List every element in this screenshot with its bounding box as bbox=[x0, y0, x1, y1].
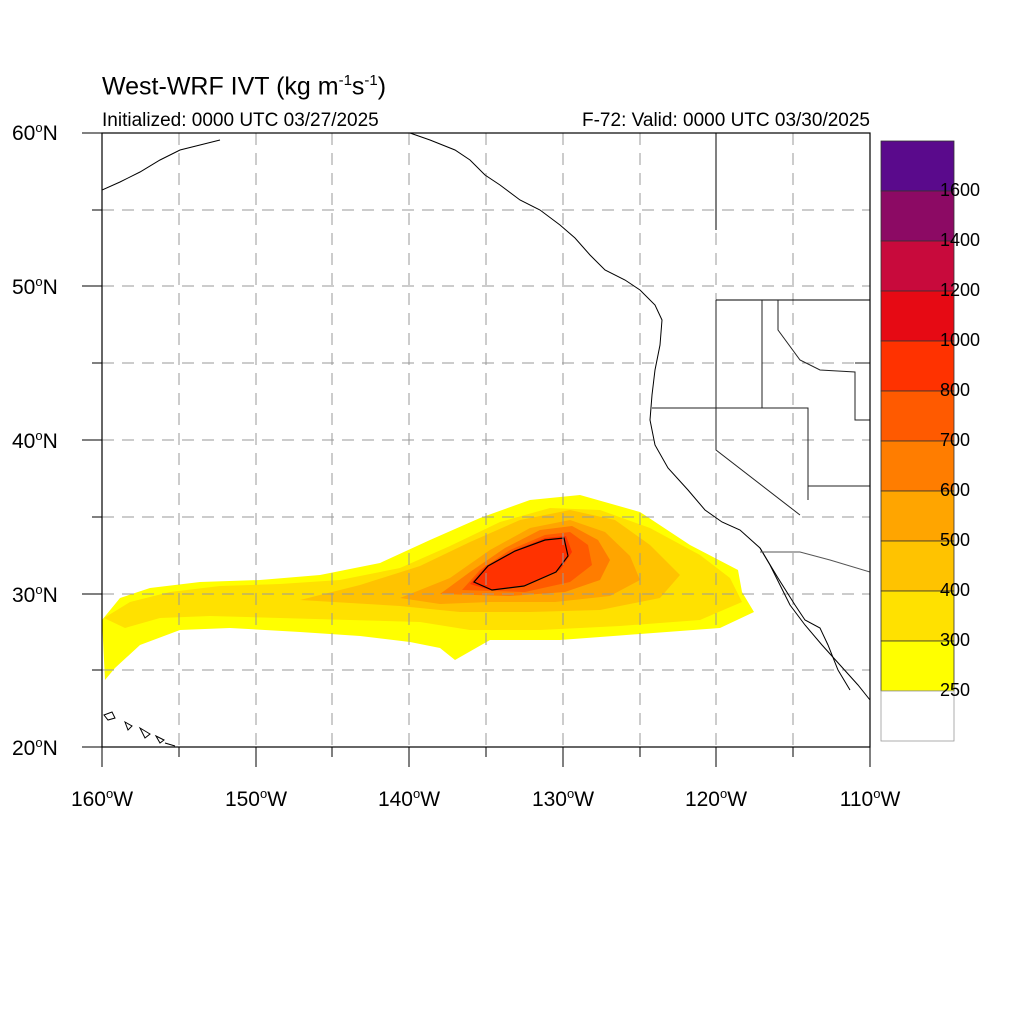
title-text: West-WRF IVT (kg m bbox=[102, 72, 339, 101]
colorbar-box bbox=[880, 440, 955, 492]
title-unit-s: s bbox=[351, 72, 365, 101]
north-america-coast bbox=[409, 133, 870, 701]
colorbar-label-1400: 1400 bbox=[940, 230, 981, 250]
title-close: ) bbox=[377, 72, 387, 101]
colorbar-box bbox=[880, 240, 955, 292]
coastlines bbox=[102, 133, 870, 747]
colorbar-box bbox=[880, 590, 955, 642]
canada-us-border bbox=[715, 133, 870, 301]
state-borders bbox=[652, 300, 870, 516]
lon-label-110: 110oW bbox=[839, 786, 901, 811]
colorbar-label-400: 400 bbox=[940, 580, 971, 600]
us-mexico-border bbox=[760, 551, 870, 573]
title-exponent-2: -1 bbox=[364, 72, 378, 89]
baja-coast bbox=[759, 547, 851, 691]
colorbar-label-1000: 1000 bbox=[940, 330, 981, 350]
colorbar-box bbox=[880, 290, 955, 342]
hawaii-islands bbox=[103, 711, 176, 747]
colorbar-label-700: 700 bbox=[940, 430, 971, 450]
lon-label-120: 120oW bbox=[684, 786, 748, 811]
colorbar-label-600: 600 bbox=[940, 480, 971, 500]
colorbar-label-1200: 1200 bbox=[940, 280, 981, 300]
init-time-label: Initialized: 0000 UTC 03/27/2025 bbox=[102, 110, 379, 131]
ivt-band-800 bbox=[470, 536, 572, 590]
axis-ticks bbox=[82, 132, 871, 767]
lon-label-160: 160oW bbox=[70, 786, 134, 811]
lat-label-20: 20oN bbox=[12, 735, 58, 760]
colorbar-label-500: 500 bbox=[940, 530, 971, 550]
ivt-contour-1000 bbox=[473, 537, 569, 591]
gridlines bbox=[102, 133, 870, 747]
lat-label-50: 50oN bbox=[12, 274, 58, 299]
valid-time-label: F-72: Valid: 0000 UTC 03/30/2025 bbox=[582, 110, 870, 131]
colorbar-box bbox=[880, 190, 955, 242]
colorbar-box bbox=[880, 640, 955, 692]
colorbar-box bbox=[880, 690, 955, 742]
colorbar-label-300: 300 bbox=[940, 630, 971, 650]
colorbar-label-800: 800 bbox=[940, 380, 971, 400]
title-exponent-1: -1 bbox=[338, 72, 352, 89]
colorbar-label-250: 250 bbox=[940, 680, 971, 700]
ivt-field bbox=[102, 495, 754, 680]
lat-label-30: 30oN bbox=[12, 582, 58, 607]
lon-label-140: 140oW bbox=[377, 786, 441, 811]
lon-label-150: 150oW bbox=[224, 786, 288, 811]
chart-title: West-WRF IVT (kg m-1s-1) bbox=[102, 72, 386, 101]
colorbar-label-1600: 1600 bbox=[940, 180, 981, 200]
colorbar-box bbox=[880, 490, 955, 542]
lat-label-40: 40oN bbox=[12, 428, 58, 453]
colorbar bbox=[880, 140, 955, 742]
colorbar-box bbox=[880, 340, 955, 392]
colorbar-box bbox=[880, 540, 955, 592]
alaska-coast bbox=[102, 139, 221, 191]
lat-label-60: 60oN bbox=[12, 120, 58, 145]
colorbar-box bbox=[880, 140, 955, 192]
lon-label-130: 130oW bbox=[531, 786, 595, 811]
colorbar-box bbox=[880, 390, 955, 442]
